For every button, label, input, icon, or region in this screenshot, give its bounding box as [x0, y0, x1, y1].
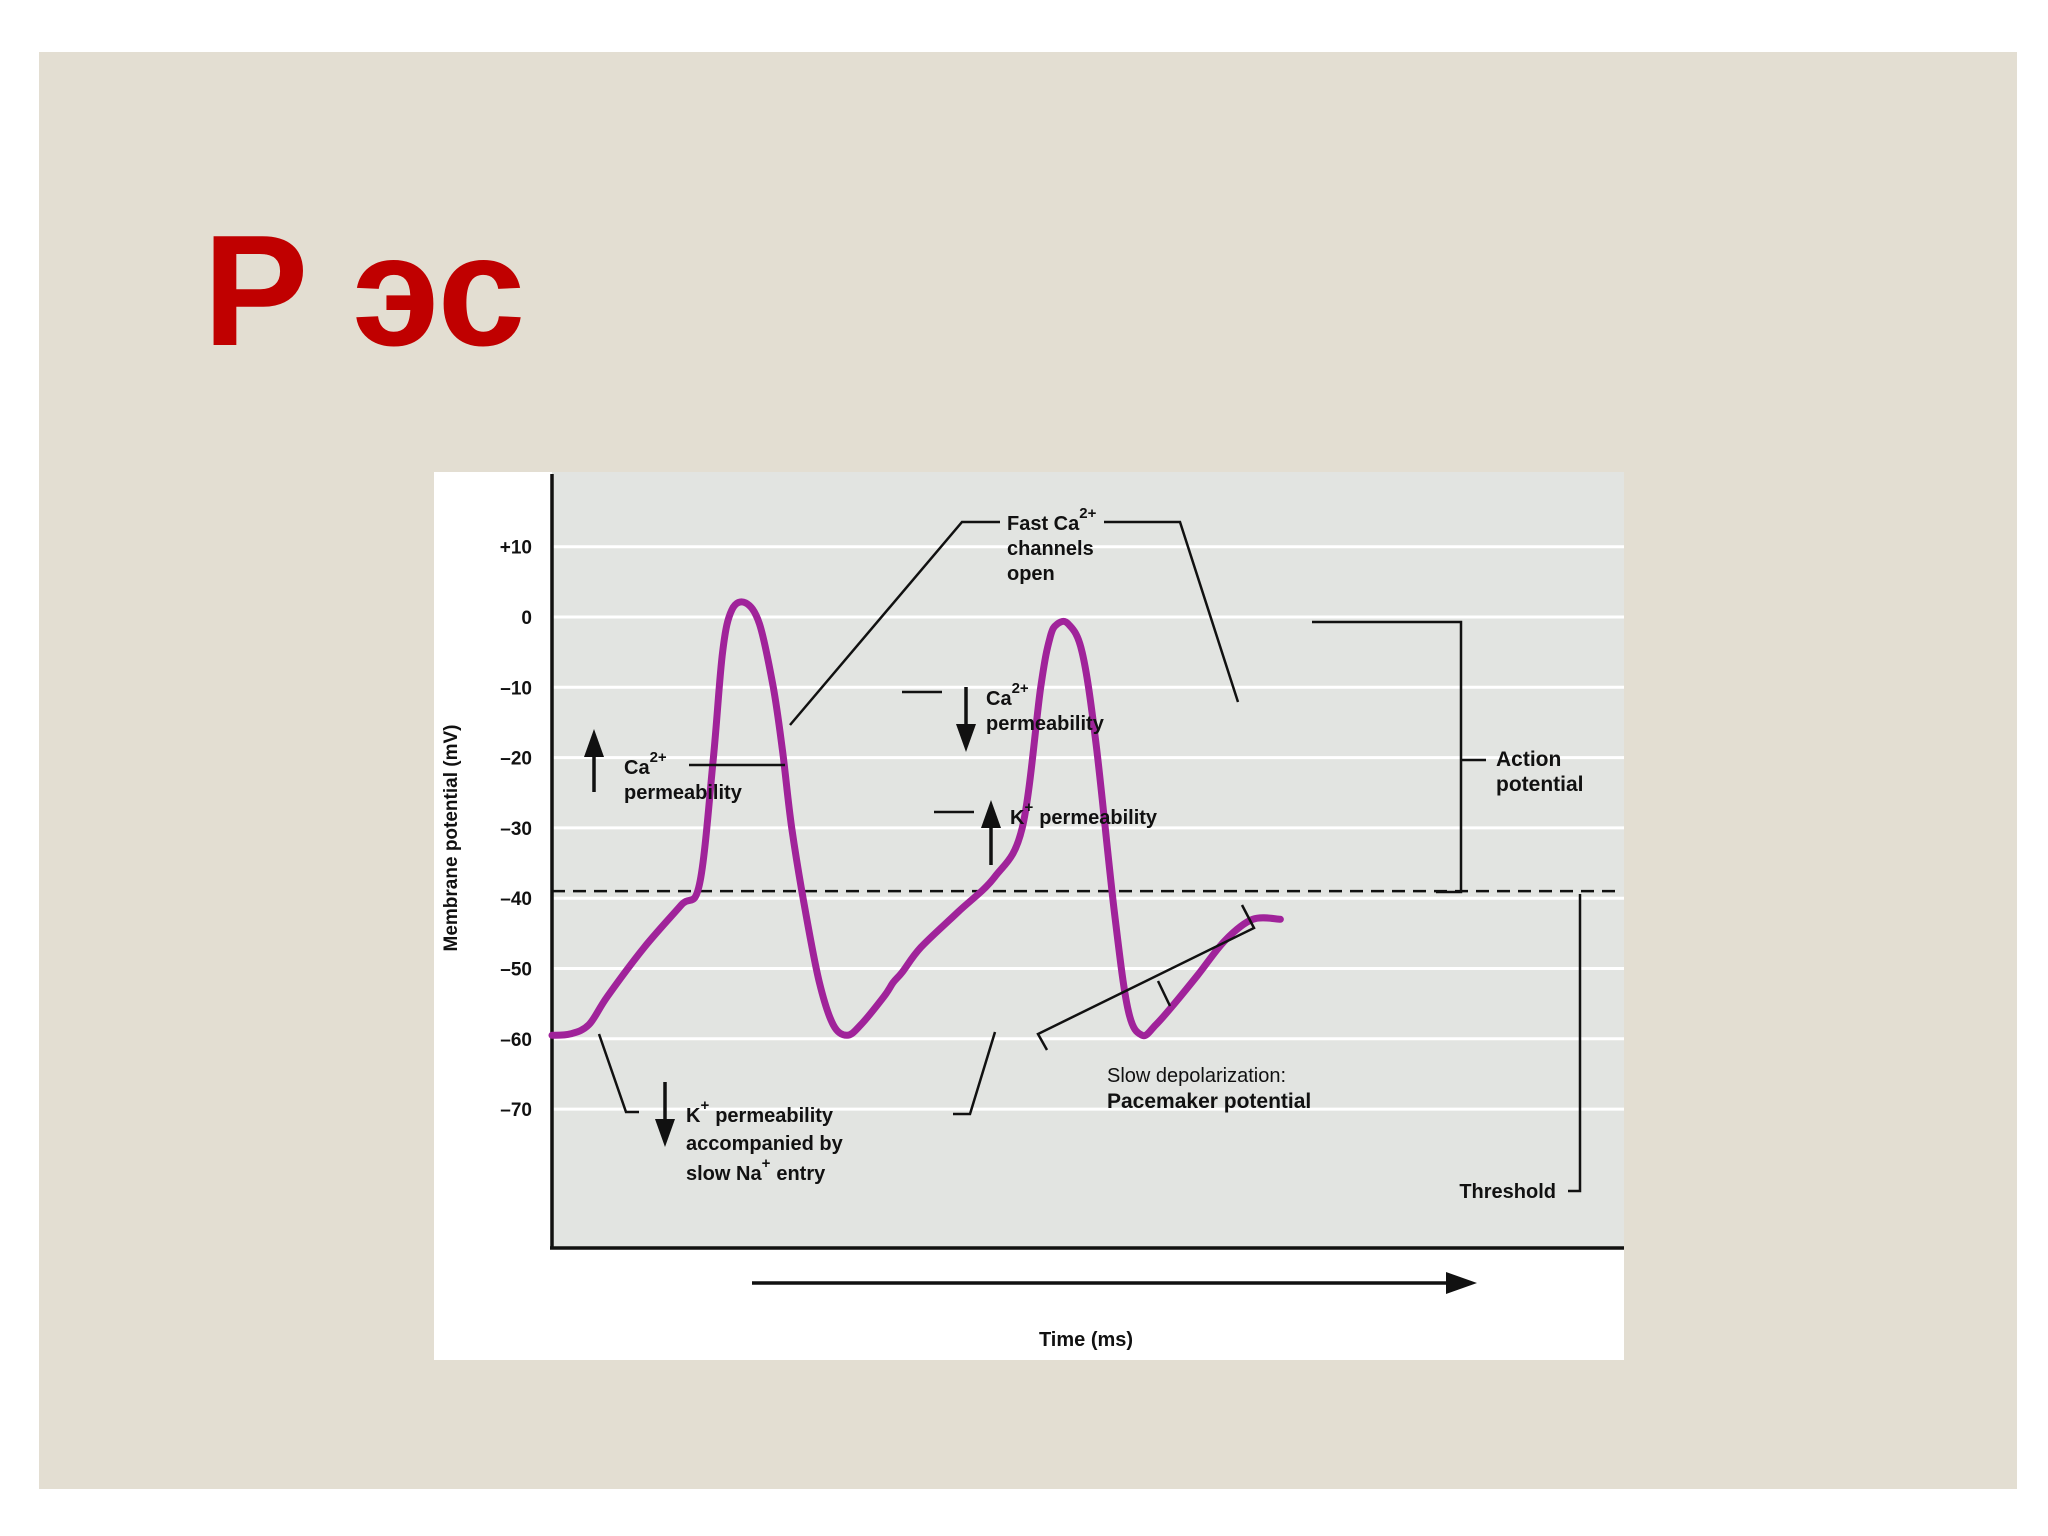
- y-tick-label: +10: [500, 538, 532, 559]
- annotation-k-permeability-up: K+ permeability: [934, 799, 1158, 865]
- y-tick-label: 0: [521, 608, 532, 629]
- annotation-ca-permeability-up: Ca2+ permeability: [584, 729, 785, 804]
- arrow-up-head-icon: [981, 800, 1001, 828]
- pacemaker-chart: +10 0 –10 –20 –30 –40 –50 –60 –70 Membrane poten…: [434, 472, 1624, 1360]
- y-axis-label: Membrane potential (mV): [441, 725, 462, 952]
- y-tick-label: –20: [500, 749, 532, 770]
- y-tick-label: –30: [500, 819, 532, 840]
- svg-text:Ca2+: Ca2+: [624, 749, 667, 779]
- y-tick-label: –70: [500, 1100, 532, 1121]
- time-arrowhead: [1446, 1272, 1477, 1294]
- y-tick-labels: +10 0 –10 –20 –30 –40 –50 –60 –70: [500, 538, 532, 1121]
- svg-text:channels: channels: [1007, 538, 1094, 560]
- svg-text:K+permeability: K+ permeability: [686, 1097, 834, 1127]
- plot-area: [552, 472, 1624, 1247]
- slide-title: Р эс: [203, 203, 526, 379]
- arrow-down-head-icon: [956, 724, 976, 752]
- annotation-action-potential: Action potential: [1312, 620, 1584, 894]
- annotation-threshold: Threshold: [1459, 894, 1582, 1203]
- annotation-slow-depolarization: Slow depolarization: Pacemaker potential: [953, 904, 1311, 1116]
- annotation-ca-permeability-down: Ca2+ permeability: [902, 680, 1105, 752]
- svg-text:Pacemaker potential: Pacemaker potential: [1107, 1090, 1311, 1113]
- svg-text:Fast Ca2+: Fast Ca2+: [1007, 505, 1097, 535]
- svg-text:open: open: [1007, 563, 1055, 585]
- y-tick-label: –60: [500, 1030, 532, 1051]
- svg-text:permeability: permeability: [624, 782, 743, 804]
- svg-text:slow Na+entry: slow Na+ entry: [686, 1155, 826, 1185]
- annotation-fast-ca-channels: Fast Ca2+ channels open: [789, 505, 1240, 726]
- svg-text:accompanied by: accompanied by: [686, 1133, 844, 1155]
- arrow-down-head-icon: [655, 1119, 675, 1147]
- svg-text:Threshold: Threshold: [1459, 1181, 1556, 1203]
- y-tick-label: –50: [500, 960, 532, 981]
- svg-text:Slow depolarization:: Slow depolarization:: [1107, 1065, 1286, 1087]
- series-membrane-potential: [548, 598, 1284, 1040]
- svg-text:permeability: permeability: [986, 713, 1105, 735]
- svg-text:K+permeability: K+ permeability: [1010, 799, 1158, 829]
- annotation-k-permeability-down: K+ permeability accompanied by slow Na+ en…: [597, 1033, 844, 1185]
- y-tick-label: –10: [500, 678, 532, 699]
- svg-text:Action: Action: [1496, 748, 1561, 771]
- y-tick-label: –40: [500, 889, 532, 910]
- arrow-up-head-icon: [584, 729, 604, 757]
- svg-text:potential: potential: [1496, 773, 1584, 796]
- x-axis-label: Time (ms): [1039, 1329, 1133, 1351]
- svg-text:Ca2+: Ca2+: [986, 680, 1029, 710]
